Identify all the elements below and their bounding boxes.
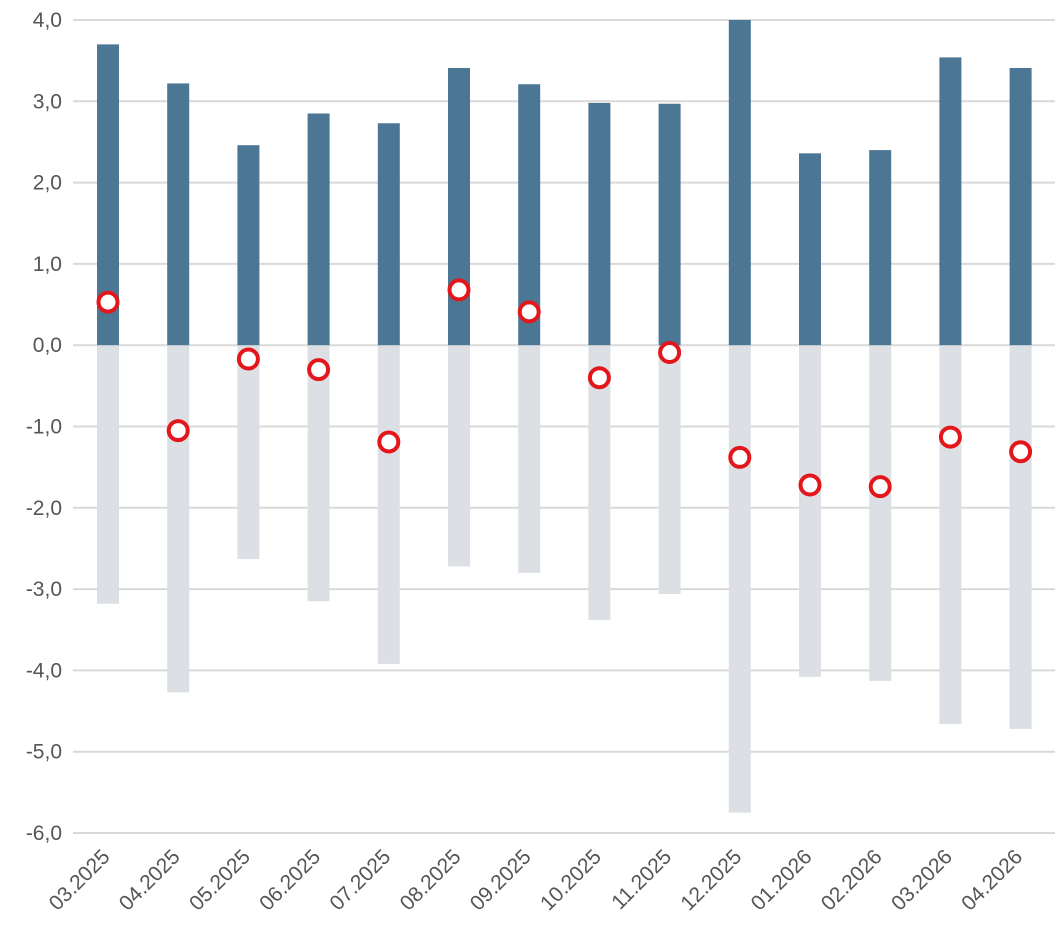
net-marker: [166, 419, 190, 443]
negative-bar: [728, 345, 751, 813]
net-marker: [377, 430, 401, 454]
net-marker: [447, 278, 471, 302]
positive-bar: [869, 150, 892, 346]
net-marker: [868, 475, 892, 499]
net-marker: [938, 425, 962, 449]
x-tick-label: 11.2025: [607, 845, 676, 914]
negative-bar: [588, 345, 611, 620]
net-marker: [587, 366, 611, 390]
y-tick-label: -2,0: [26, 497, 62, 520]
positive-bar: [799, 153, 821, 346]
net-marker: [517, 300, 541, 324]
x-tick-label: 05.2025: [185, 845, 255, 915]
negative-bar: [799, 345, 821, 677]
positive-bar: [167, 83, 190, 346]
net-marker: [236, 347, 260, 371]
negative-bars: [97, 345, 1032, 813]
x-tick-label: 01.2026: [747, 845, 817, 915]
positive-bar: [448, 67, 470, 346]
x-tick-label: 09.2025: [466, 845, 536, 915]
y-tick-label: -5,0: [26, 741, 62, 764]
net-marker: [798, 473, 822, 497]
negative-bar: [237, 345, 260, 560]
x-tick-label: 03.2025: [45, 845, 115, 915]
x-tick-label: 06.2025: [255, 845, 325, 915]
positive-bar: [728, 20, 751, 346]
x-tick-label: 08.2025: [396, 845, 466, 915]
x-axis: 03.2025 04.2025 05.2025 06.2025 07.2025 08.20…: [45, 845, 1028, 915]
y-tick-label: -6,0: [26, 822, 62, 845]
negative-bar: [869, 345, 892, 681]
y-tick-label: 0,0: [33, 334, 62, 357]
negative-bar: [658, 345, 681, 594]
positive-bar: [588, 102, 611, 346]
y-tick-label: 3,0: [33, 90, 62, 113]
y-tick-label: -3,0: [26, 578, 62, 601]
positive-bar: [518, 84, 541, 346]
net-markers: [96, 278, 1033, 499]
x-tick-label: 02.2026: [817, 845, 887, 915]
net-marker: [96, 290, 120, 314]
positive-bar: [307, 113, 330, 346]
negative-bar: [167, 345, 190, 693]
negative-bar: [939, 345, 962, 725]
y-tick-label: -1,0: [26, 416, 62, 439]
x-tick-label: 04.2025: [115, 845, 185, 915]
positive-bars: [97, 20, 1032, 346]
negative-bar: [1009, 345, 1032, 729]
net-marker: [728, 445, 752, 469]
positive-bar: [1009, 67, 1032, 346]
y-tick-label: 1,0: [33, 253, 62, 276]
negative-bar: [448, 345, 470, 567]
negative-bar: [377, 345, 400, 664]
net-marker: [1009, 440, 1033, 464]
y-tick-label: 4,0: [33, 9, 62, 32]
positive-bar: [658, 103, 681, 346]
negative-bar: [307, 345, 330, 602]
positive-bar: [237, 145, 260, 346]
x-tick-label: 12.2025: [676, 845, 746, 915]
y-axis: 4,0 3,0 2,0 1,0 0,0 -1,0 -2,0 -3,0 -4,0 -5,0 -6,0: [26, 9, 62, 845]
x-tick-label: 04.2026: [957, 845, 1027, 915]
grid-lines: [73, 19, 1055, 834]
x-tick-label: 07.2025: [325, 845, 395, 915]
negative-bar: [518, 345, 541, 573]
negative-bar: [97, 345, 119, 604]
x-tick-label: 10.2025: [536, 845, 606, 915]
x-tick-label: 03.2026: [887, 845, 957, 915]
positive-bar: [377, 123, 400, 346]
y-tick-label: -4,0: [26, 659, 62, 682]
positive-bar: [939, 57, 962, 346]
net-marker: [307, 358, 331, 382]
y-tick-label: 2,0: [33, 172, 62, 195]
net-marker: [658, 341, 682, 365]
positive-bar: [97, 44, 119, 346]
